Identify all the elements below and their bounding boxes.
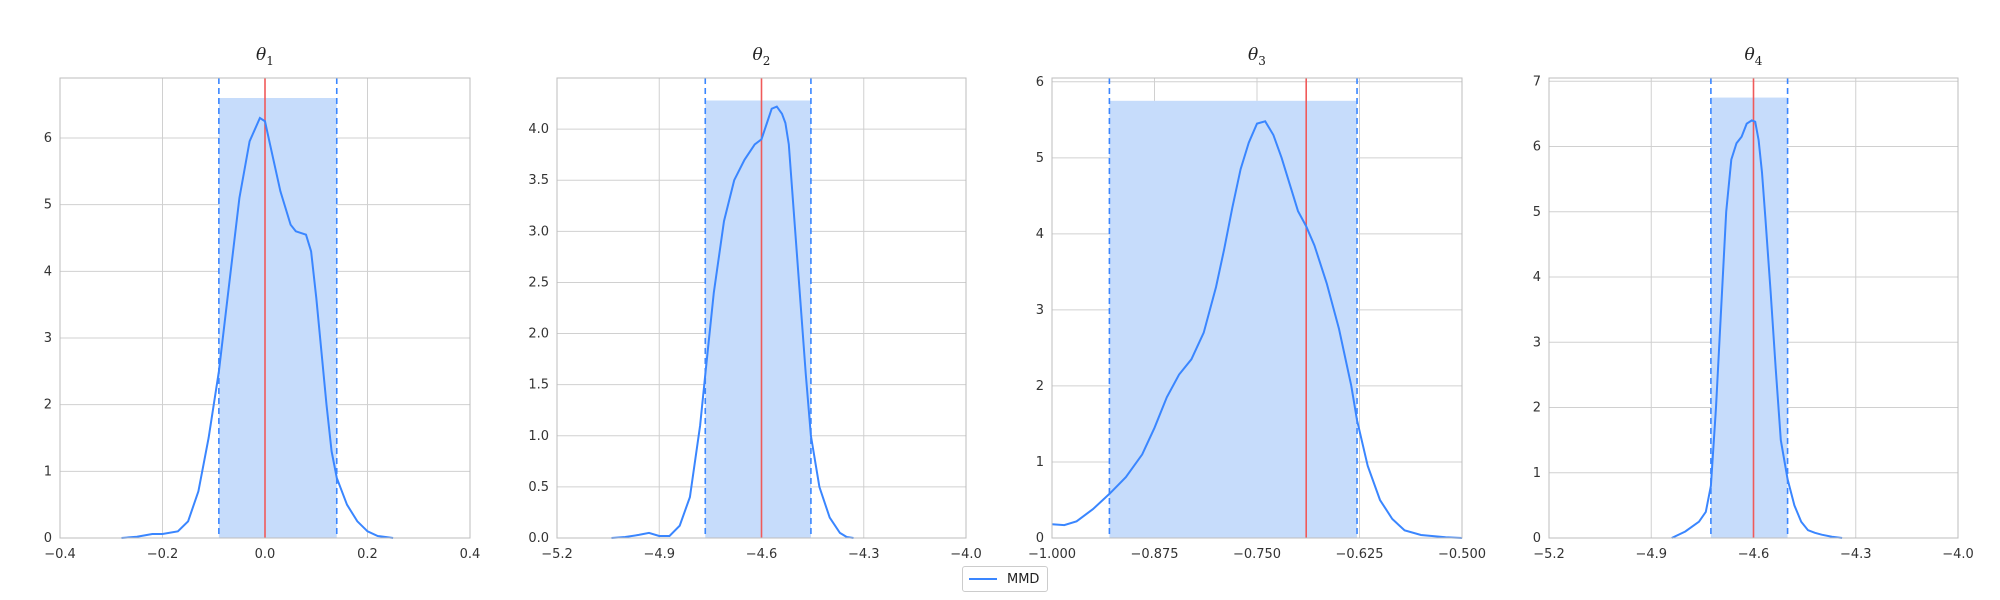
y-tick-label: 0 (1036, 531, 1044, 546)
y-tick-label: 3 (1036, 303, 1044, 318)
y-tick-label: 2 (1036, 379, 1044, 394)
interval-band (1109, 100, 1358, 539)
x-tick-label: −1.000 (1028, 547, 1076, 562)
legend-label: MMD (1007, 571, 1040, 587)
x-tick-label: −0.2 (147, 547, 179, 562)
panel-title: θ1 (256, 45, 274, 68)
y-tick-label: 1 (1533, 466, 1541, 481)
panel-title: θ3 (1248, 45, 1266, 68)
y-tick-label: 0.5 (528, 480, 549, 495)
y-tick-label: 0 (44, 531, 52, 546)
x-tick-label: −4.3 (1840, 547, 1872, 562)
y-tick-label: 1 (44, 464, 52, 479)
x-tick-label: −5.2 (541, 547, 573, 562)
panel-title-base: θ (1745, 45, 1755, 65)
interval-band (705, 100, 811, 538)
x-tick-label: −0.625 (1335, 547, 1383, 562)
x-tick-label: −4.9 (643, 547, 675, 562)
y-tick-label: 4 (1533, 270, 1541, 285)
panel-title-base: θ (1248, 45, 1258, 65)
y-tick-label: 0.0 (528, 531, 549, 546)
panel-title-subscript: 2 (763, 54, 771, 68)
y-tick-label: 6 (1533, 140, 1541, 155)
y-tick-label: 7 (1533, 74, 1541, 89)
x-tick-label: −0.750 (1233, 547, 1281, 562)
x-tick-label: −4.6 (1738, 547, 1770, 562)
chart-panel-2: −5.2 −4.9 −4.6 −4.3 −4.0 0.0 0.5 1.0 1.5 2.0 2.5 3.… (528, 45, 981, 562)
panel-title: θ2 (753, 45, 771, 68)
x-tick-label: 0.4 (460, 547, 481, 562)
panel-title: θ4 (1745, 45, 1763, 68)
panel-title-subscript: 4 (1755, 54, 1763, 68)
axes-frame (556, 77, 967, 539)
density-curve (1051, 120, 1463, 539)
interval-band (1710, 97, 1788, 539)
panel-title-subscript: 1 (266, 54, 274, 68)
y-tick-label: 1.0 (528, 429, 549, 444)
axes-frame (1051, 77, 1463, 539)
axes-frame (59, 77, 471, 539)
y-tick-label: 3.5 (528, 173, 549, 188)
y-tick-label: 6 (1036, 75, 1044, 90)
y-tick-label: 3 (1533, 335, 1541, 350)
y-tick-label: 4.0 (528, 122, 549, 137)
panel-title-base: θ (753, 45, 763, 65)
x-tick-label: −4.0 (950, 547, 982, 562)
y-tick-label: 4 (44, 264, 52, 279)
y-tick-label: 6 (44, 131, 52, 146)
y-tick-label: 1 (1036, 455, 1044, 470)
x-tick-label: −0.500 (1438, 547, 1486, 562)
x-tick-label: −4.9 (1635, 547, 1667, 562)
y-tick-label: 1.5 (528, 378, 549, 393)
y-tick-label: 3.0 (528, 224, 549, 239)
y-tick-label: 2.5 (528, 275, 549, 290)
x-tick-label: −4.0 (1942, 547, 1974, 562)
panel-title-base: θ (256, 45, 266, 65)
x-tick-label: 0.0 (255, 547, 276, 562)
y-tick-label: 2 (1533, 401, 1541, 416)
x-tick-label: −4.6 (746, 547, 778, 562)
density-curve (611, 105, 854, 539)
y-tick-label: 3 (44, 331, 52, 346)
legend: MMD (962, 566, 1048, 592)
y-tick-label: 2 (44, 398, 52, 413)
x-tick-label: 0.2 (357, 547, 378, 562)
y-tick-label: 5 (1533, 205, 1541, 220)
axes-frame (1548, 77, 1959, 539)
x-tick-label: −5.2 (1533, 547, 1565, 562)
density-curve (1671, 119, 1843, 539)
y-tick-label: 5 (1036, 151, 1044, 166)
y-tick-label: 0 (1533, 531, 1541, 546)
x-tick-label: −0.875 (1130, 547, 1178, 562)
y-tick-label: 5 (44, 198, 52, 213)
legend-line-swatch (969, 578, 997, 580)
density-curve (121, 116, 394, 539)
panel-title-subscript: 3 (1258, 54, 1266, 68)
interval-band (218, 98, 337, 538)
x-tick-label: −0.4 (44, 547, 76, 562)
x-tick-label: −4.3 (848, 547, 880, 562)
y-tick-label: 4 (1036, 227, 1044, 242)
y-tick-label: 2.0 (528, 327, 549, 342)
